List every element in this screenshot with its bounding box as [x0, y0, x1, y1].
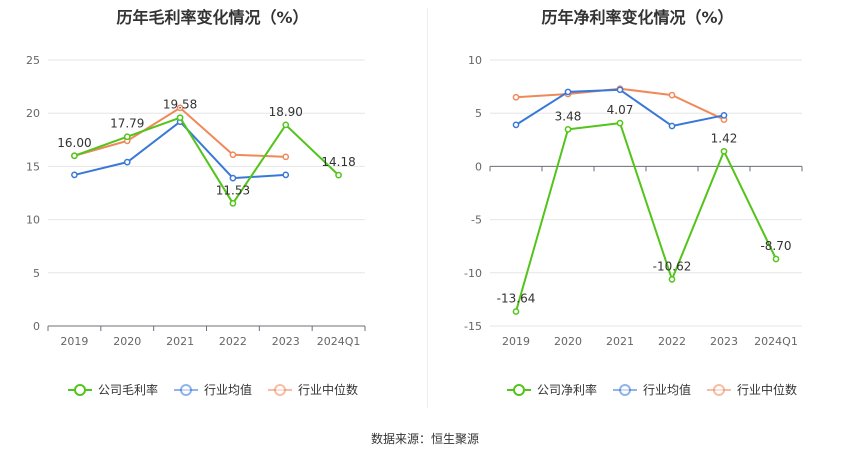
legend-marker-icon: [513, 384, 525, 396]
y-tick-label: 20: [26, 107, 40, 120]
x-tick-label: 2021: [166, 335, 194, 348]
series-line: [515, 122, 777, 312]
data-point: [564, 126, 572, 133]
data-point: [564, 88, 572, 96]
y-tick-label: -5: [471, 214, 482, 227]
data-point: [176, 104, 184, 112]
data-point: [282, 153, 290, 161]
data-label: 17.79: [110, 117, 144, 131]
x-tick-label: 2019: [60, 335, 88, 348]
data-label: 11.53: [216, 183, 250, 197]
data-point: [772, 255, 780, 263]
legend-label: 公司净利率: [537, 382, 597, 397]
x-tick-label: 2022: [658, 335, 686, 348]
legend-marker-icon: [74, 384, 86, 396]
legend-label: 公司毛利率: [98, 382, 158, 397]
panel-divider: [427, 8, 428, 408]
x-tick-label: 2020: [113, 335, 141, 348]
data-point: [668, 91, 676, 99]
y-tick-label: 10: [26, 214, 40, 227]
legend-label: 行业均值: [204, 382, 252, 397]
data-point: [282, 171, 290, 179]
legend-marker-icon: [713, 384, 725, 396]
data-point: [123, 133, 131, 141]
data-point: [512, 308, 520, 315]
chart-title: 历年毛利率变化情况（%）: [116, 8, 309, 27]
data-point: [229, 151, 237, 159]
data-point: [616, 119, 624, 127]
x-tick-label: 2022: [219, 335, 247, 348]
gross-margin-chart-svg: 0 5 10 15 20 25 2019 2020 2021 2022 2023 2024Q1 16.0…: [26, 54, 366, 397]
x-tick-label: 2019: [502, 335, 530, 348]
y-tick-label: 10: [468, 54, 482, 67]
legend-item: 行业中位数: [707, 382, 797, 397]
y-tick-label: 5: [475, 107, 482, 120]
data-point: [176, 114, 184, 122]
legend-item: 行业中位数: [268, 382, 358, 397]
data-source-footer: 数据来源：恒生聚源: [0, 430, 850, 447]
y-tick-label: 0: [475, 160, 482, 173]
data-point: [229, 199, 237, 207]
data-point: [720, 147, 728, 155]
data-label: -13.64: [497, 292, 536, 306]
data-point: [71, 171, 78, 179]
legend-label: 行业中位数: [737, 382, 797, 397]
data-label: 3.48: [555, 109, 582, 123]
data-label: 16.00: [57, 136, 91, 150]
y-tick-label: 25: [26, 54, 40, 67]
data-point: [512, 121, 520, 129]
x-tick-label: 2024Q1: [317, 335, 361, 348]
x-tick-label: 2021: [606, 335, 634, 348]
x-tick-label: 2023: [272, 335, 300, 348]
data-point: [720, 111, 728, 119]
data-point: [123, 158, 131, 166]
data-label: 18.90: [269, 105, 303, 119]
y-tick-label: 5: [33, 267, 40, 280]
x-tick-label: 2020: [554, 335, 582, 348]
data-label: 1.42: [711, 131, 738, 145]
legend-label: 行业中位数: [298, 382, 358, 397]
legend-marker-icon: [274, 384, 286, 396]
data-point: [282, 121, 290, 129]
data-label: -8.70: [760, 239, 791, 253]
data-label: -10.62: [653, 259, 692, 273]
series-line: [74, 116, 340, 205]
legend-label: 行业均值: [643, 382, 691, 397]
source-value: 恒生聚源: [431, 432, 480, 446]
data-point: [229, 174, 237, 182]
data-point: [616, 86, 624, 94]
source-label: 数据来源：: [370, 432, 431, 446]
data-label: 19.58: [163, 98, 197, 112]
legend-item: 公司毛利率: [68, 382, 158, 397]
net-margin-chart: 历年净利率变化情况（%） -15 -10 -5 0 5 10 2019 2020 2021 202…: [425, 0, 850, 420]
data-point: [512, 93, 520, 101]
data-label: 4.07: [607, 103, 634, 117]
legend-item: 行业均值: [174, 382, 252, 397]
x-tick-label: 2023: [710, 335, 738, 348]
y-tick-label: -10: [464, 267, 482, 280]
data-point: [668, 276, 676, 283]
legend-marker-icon: [619, 384, 631, 396]
net-margin-chart-svg: -15 -10 -5 0 5 10 2019 2020 2021 2022 2023 2024Q1 -1…: [464, 54, 803, 397]
y-tick-label: -15: [464, 320, 482, 333]
legend-item: 公司净利率: [507, 382, 597, 397]
series-line: [74, 120, 286, 180]
chart-title: 历年净利率变化情况（%）: [541, 8, 734, 27]
x-tick-label: 2024Q1: [754, 335, 798, 348]
legend-item: 行业均值: [613, 382, 691, 397]
data-point: [71, 152, 78, 160]
data-point: [335, 171, 342, 179]
data-label: 14.18: [321, 155, 355, 169]
legend-marker-icon: [180, 384, 192, 396]
y-tick-label: 0: [33, 320, 40, 333]
data-point: [668, 122, 676, 130]
gross-margin-chart: 历年毛利率变化情况（%） 0 5 10 15 20 25 2019 2020 2021 2022 2…: [0, 0, 425, 420]
y-tick-label: 15: [26, 160, 40, 173]
